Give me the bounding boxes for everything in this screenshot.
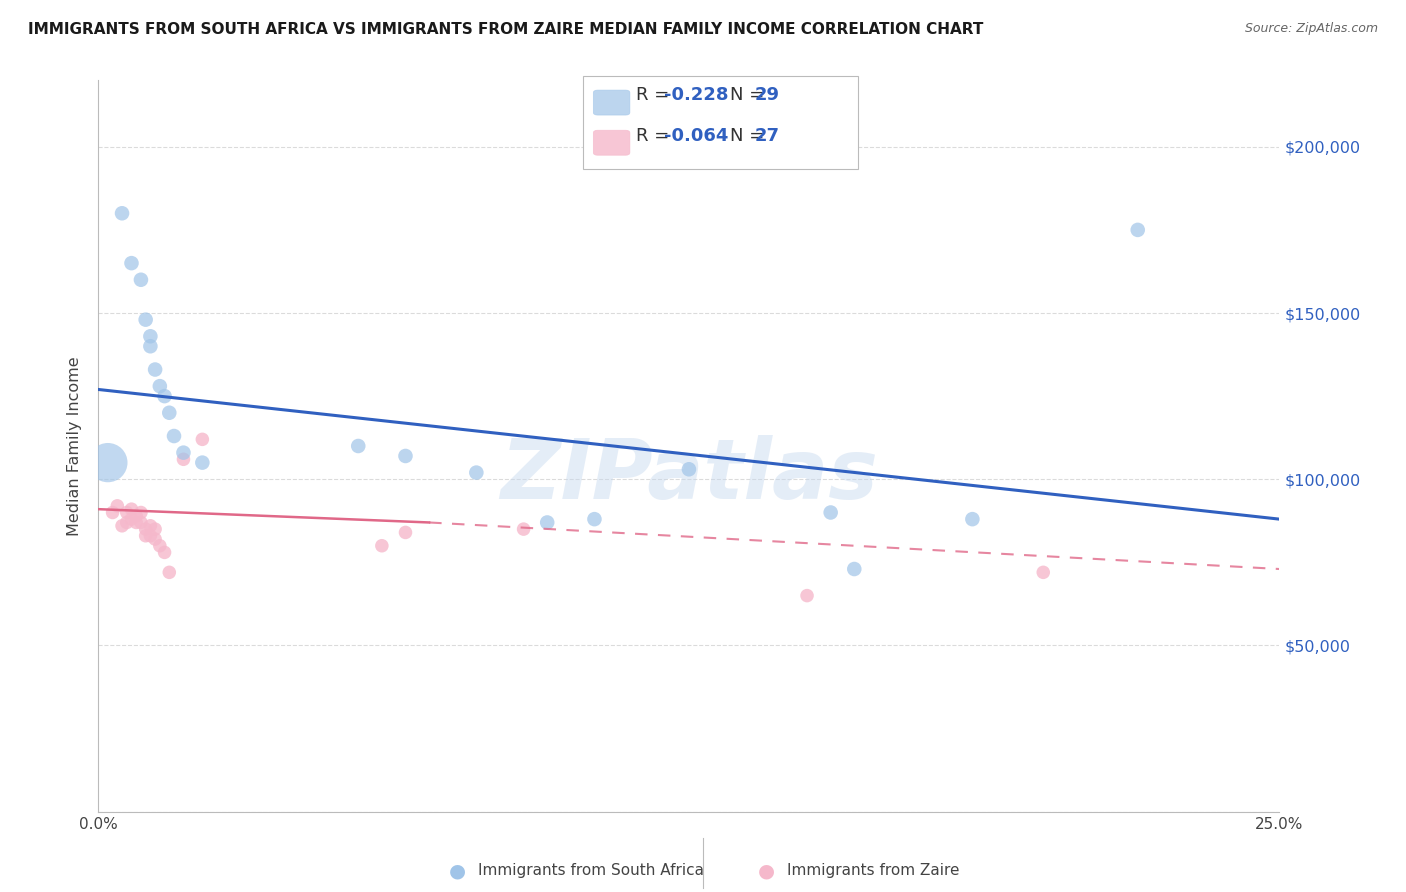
Point <box>129 506 152 520</box>
Point <box>121 256 143 270</box>
Point <box>371 539 394 553</box>
Text: -0.228: -0.228 <box>664 87 728 104</box>
Point <box>101 506 124 520</box>
Point <box>143 532 166 546</box>
Point <box>191 433 214 447</box>
Point <box>465 466 488 480</box>
Point <box>125 508 148 523</box>
Point <box>143 362 166 376</box>
Point <box>139 339 162 353</box>
Text: R =: R = <box>636 127 675 145</box>
Text: Source: ZipAtlas.com: Source: ZipAtlas.com <box>1244 22 1378 36</box>
Point <box>139 529 162 543</box>
Point <box>157 406 180 420</box>
Text: Immigrants from Zaire: Immigrants from Zaire <box>787 863 960 878</box>
Point <box>536 516 558 530</box>
Point <box>153 545 176 559</box>
Point <box>796 589 818 603</box>
Point <box>172 445 194 459</box>
Point <box>149 379 172 393</box>
Text: -0.064: -0.064 <box>664 127 728 145</box>
Point <box>129 516 152 530</box>
Point <box>135 522 157 536</box>
Point <box>111 518 134 533</box>
Point <box>115 506 138 520</box>
Text: ●: ● <box>449 861 465 880</box>
Text: N =: N = <box>730 87 769 104</box>
Text: IMMIGRANTS FROM SOUTH AFRICA VS IMMIGRANTS FROM ZAIRE MEDIAN FAMILY INCOME CORRE: IMMIGRANTS FROM SOUTH AFRICA VS IMMIGRAN… <box>28 22 983 37</box>
Text: 27: 27 <box>755 127 780 145</box>
Point <box>394 449 416 463</box>
Point <box>394 525 416 540</box>
Point <box>111 206 134 220</box>
Point <box>172 452 194 467</box>
Text: R =: R = <box>636 87 675 104</box>
Point <box>125 516 148 530</box>
Point <box>678 462 700 476</box>
Point <box>105 499 128 513</box>
Point <box>1126 223 1149 237</box>
Y-axis label: Median Family Income: Median Family Income <box>67 356 83 536</box>
Point <box>153 389 176 403</box>
Point <box>191 456 214 470</box>
Point <box>121 502 143 516</box>
Point <box>135 312 157 326</box>
Point <box>143 522 166 536</box>
Point <box>97 456 120 470</box>
Point <box>129 273 152 287</box>
Point <box>1032 566 1054 580</box>
Point <box>962 512 984 526</box>
Text: 29: 29 <box>755 87 780 104</box>
Point <box>512 522 534 536</box>
Point <box>820 506 842 520</box>
Point <box>583 512 606 526</box>
Point <box>163 429 186 443</box>
Text: Immigrants from South Africa: Immigrants from South Africa <box>478 863 704 878</box>
Point <box>157 566 180 580</box>
Point <box>121 512 143 526</box>
Point <box>347 439 370 453</box>
Point <box>139 518 162 533</box>
Point <box>149 539 172 553</box>
Point <box>139 329 162 343</box>
Text: ZIPatlas: ZIPatlas <box>501 434 877 516</box>
Text: ●: ● <box>758 861 775 880</box>
Point <box>844 562 866 576</box>
Point <box>115 516 138 530</box>
Point <box>135 529 157 543</box>
Text: N =: N = <box>730 127 769 145</box>
